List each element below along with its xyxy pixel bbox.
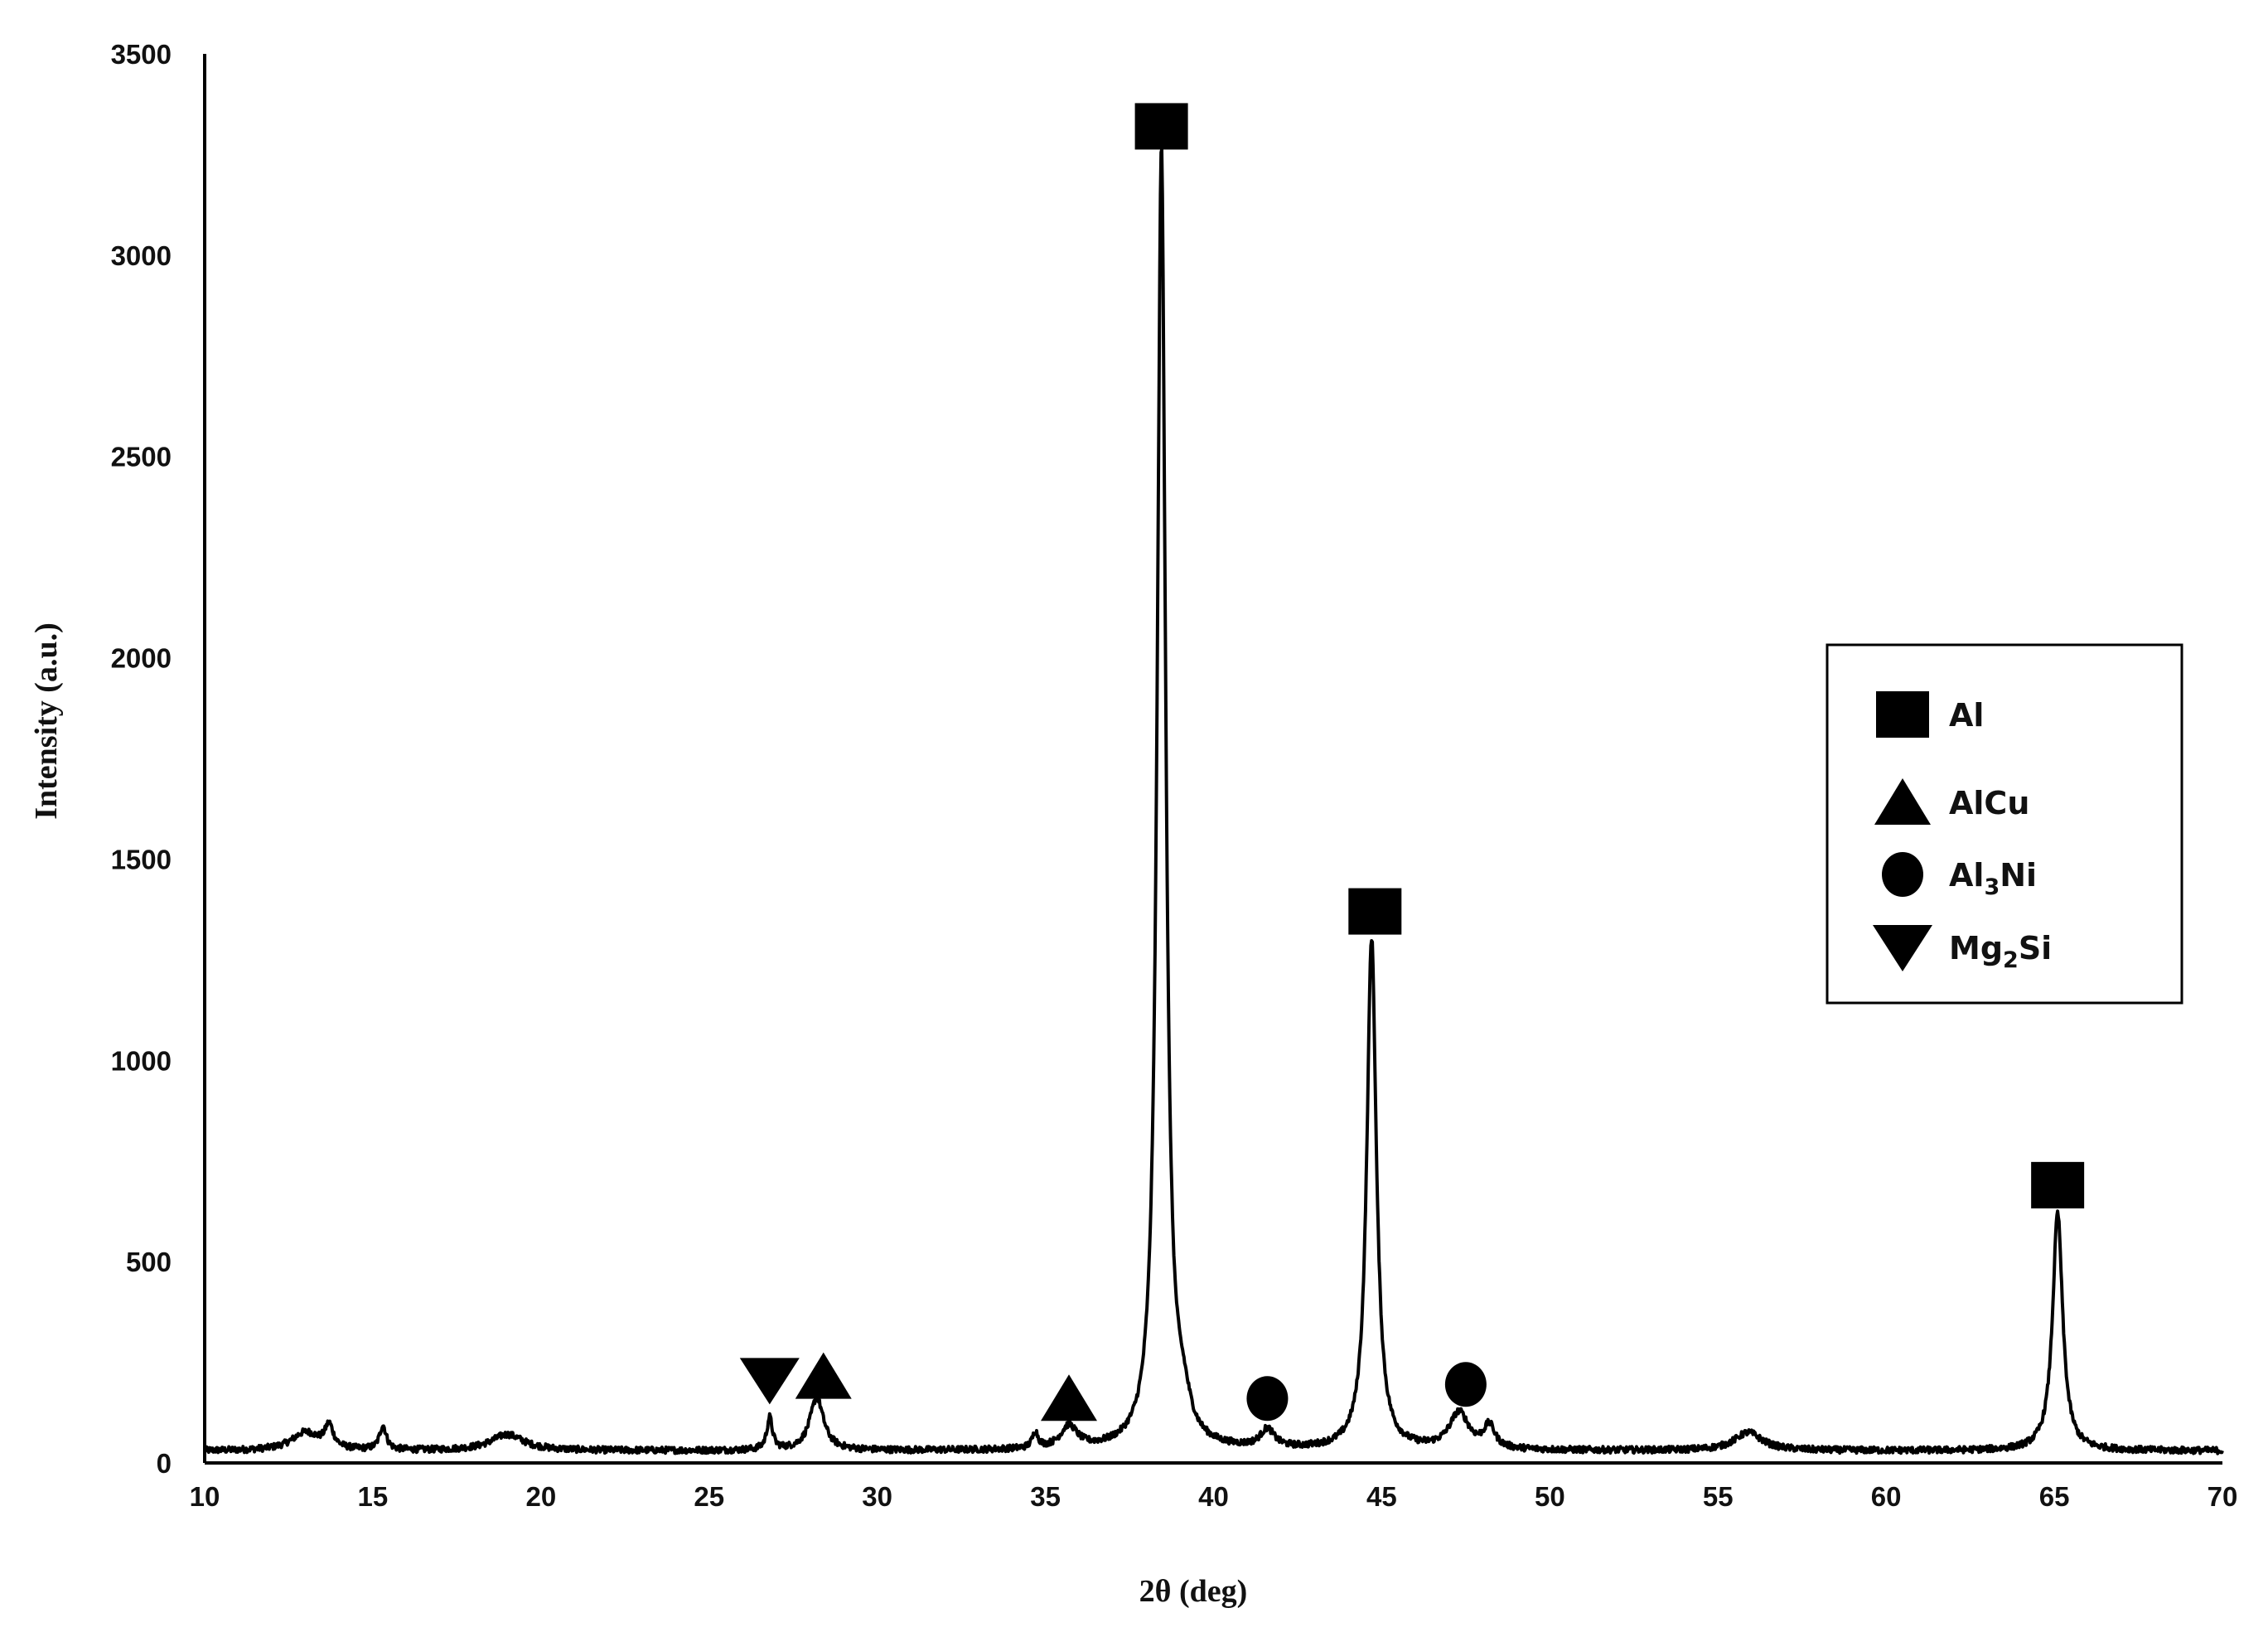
marker-al-square xyxy=(1348,888,1402,935)
marker-al3ni-circle xyxy=(1246,1376,1289,1421)
y-tick-label: 3000 xyxy=(111,240,172,271)
x-tick-label: 40 xyxy=(1198,1481,1229,1512)
x-axis-label: 2θ (deg) xyxy=(1139,1574,1248,1609)
y-tick-label: 1500 xyxy=(111,844,172,874)
legend-label-al3ni: Al3Ni xyxy=(1949,857,2037,900)
marker-al3ni-circle xyxy=(1444,1362,1487,1407)
marker-mg2si-triangle-down xyxy=(739,1358,800,1405)
y-tick-label: 1000 xyxy=(111,1045,172,1076)
legend-label-al: Al xyxy=(1949,697,1984,734)
xrd-pattern-line xyxy=(203,148,2224,1455)
marker-al-square xyxy=(1134,103,1188,150)
x-tick-label: 15 xyxy=(358,1481,389,1512)
x-tick-label: 70 xyxy=(2208,1481,2238,1512)
x-tick-label: 60 xyxy=(1871,1481,1902,1512)
axes xyxy=(203,54,2222,1465)
legend: Al AlCu Al3Ni Mg2Si xyxy=(1826,643,2183,1005)
y-tick-label: 2500 xyxy=(111,442,172,472)
y-tick-label: 500 xyxy=(126,1247,172,1277)
legend-alcu-triangle-up xyxy=(1874,778,1931,825)
legend-al-square xyxy=(1876,691,1929,738)
y-tick-label: 3500 xyxy=(111,39,172,70)
legend-al3ni-circle xyxy=(1882,852,1923,897)
y-tick-label: 2000 xyxy=(111,643,172,674)
x-tick-label: 65 xyxy=(2039,1481,2070,1512)
x-tick-label: 35 xyxy=(1030,1481,1061,1512)
marker-alcu-triangle-up xyxy=(795,1352,852,1399)
legend-label-mg2si: Mg2Si xyxy=(1949,930,2052,973)
y-axis-label: Intensity (a.u.) xyxy=(29,622,64,820)
marker-alcu-triangle-up xyxy=(1040,1374,1097,1421)
x-tick-label: 45 xyxy=(1366,1481,1397,1512)
x-tick-label: 30 xyxy=(862,1481,892,1512)
y-tick-label: 0 xyxy=(157,1448,172,1479)
plot-area xyxy=(203,148,2224,1455)
legend-mg2si-triangle-down xyxy=(1873,925,1932,971)
x-tick-label: 25 xyxy=(694,1481,724,1512)
x-tick-label: 50 xyxy=(1535,1481,1565,1512)
legend-label-alcu: AlCu xyxy=(1949,785,2029,821)
x-tick-label: 10 xyxy=(190,1481,220,1512)
phase-markers xyxy=(739,103,2085,1421)
x-tick-label: 20 xyxy=(525,1481,556,1512)
marker-al-square xyxy=(2031,1161,2085,1208)
y-axis-ticks: 0 500 1000 1500 2000 2500 3000 3500 xyxy=(111,39,172,1479)
x-axis-ticks: 10 15 20 25 30 35 40 45 50 55 60 65 70 xyxy=(190,1481,2238,1512)
x-tick-label: 55 xyxy=(1703,1481,1734,1512)
